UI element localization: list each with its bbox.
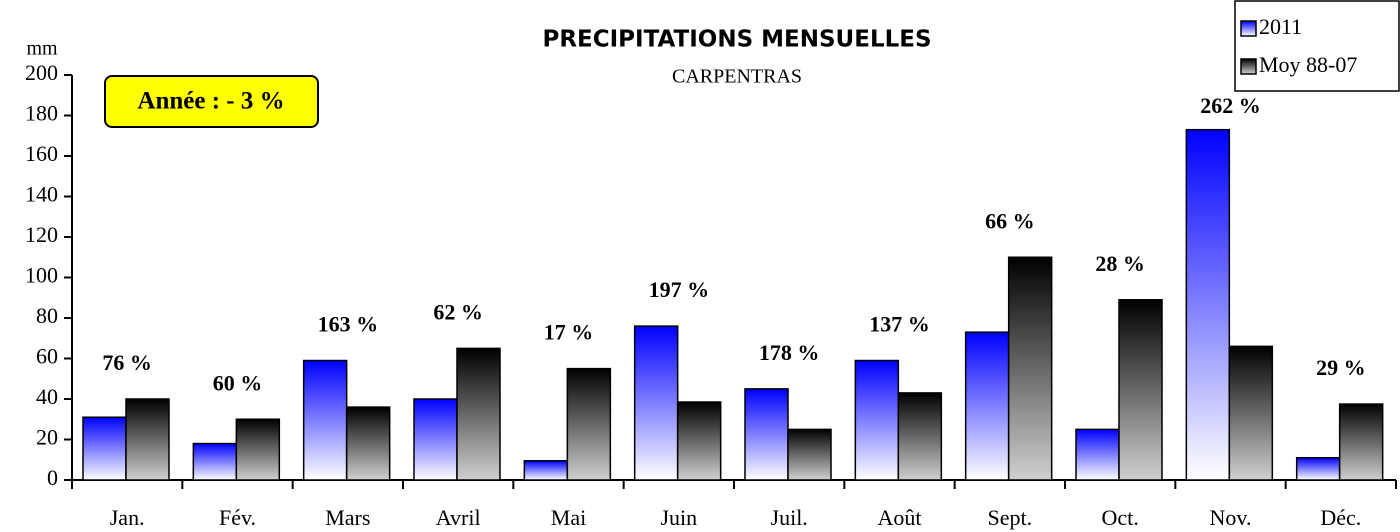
- bar: [302, 359, 348, 481]
- x-tick-label: Avril: [436, 505, 481, 530]
- y-tick-label: 140: [25, 182, 58, 207]
- bar: [964, 331, 1010, 481]
- bar: [345, 406, 391, 481]
- y-tick-label: 180: [25, 101, 58, 126]
- legend-label: Moy 88-07: [1259, 52, 1357, 77]
- percent-label: 62 %: [433, 299, 483, 324]
- percent-label: 262 %: [1200, 93, 1261, 118]
- chart-title: PRECIPITATIONS MENSUELLES: [542, 27, 931, 53]
- x-tick-label: Juil.: [771, 505, 808, 530]
- bar: [1228, 345, 1274, 481]
- legend-swatch: [1240, 20, 1257, 37]
- percent-label: 28 %: [1095, 251, 1145, 276]
- bar: [82, 416, 127, 481]
- x-tick-label: Juin: [660, 505, 697, 530]
- percent-label: 29 %: [1316, 355, 1366, 380]
- bar: [456, 347, 501, 481]
- bar: [633, 325, 679, 481]
- percent-label: 178 %: [759, 340, 820, 365]
- bar: [854, 359, 900, 481]
- percent-label: 60 %: [213, 370, 263, 395]
- y-tick-label: 40: [36, 384, 58, 409]
- bar: [897, 392, 943, 481]
- annotation-box: [104, 75, 319, 128]
- y-tick-label: 200: [25, 60, 58, 85]
- percent-label: 17 %: [544, 320, 594, 345]
- y-tick-label: 0: [47, 465, 58, 490]
- bar: [676, 401, 722, 481]
- chart-subtitle: CARPENTRAS: [672, 66, 802, 88]
- legend-swatch: [1240, 58, 1257, 75]
- bar: [787, 428, 832, 481]
- x-tick-label: Mai: [551, 505, 586, 530]
- bar: [413, 398, 458, 481]
- x-tick-label: Août: [878, 505, 922, 530]
- x-tick-label: Sept.: [988, 505, 1033, 530]
- y-tick-label: 80: [36, 303, 58, 328]
- bar: [125, 398, 170, 481]
- y-tick-label: 20: [36, 425, 58, 450]
- bar: [523, 460, 569, 481]
- y-tick-label: 120: [25, 222, 58, 247]
- y-tick-label: 160: [25, 141, 58, 166]
- bar: [1075, 428, 1120, 481]
- x-tick-label: Nov.: [1210, 505, 1252, 530]
- y-unit: mm: [26, 38, 58, 60]
- bar: [235, 418, 281, 481]
- x-tick-label: Fév.: [219, 505, 256, 530]
- x-tick-label: Déc.: [1320, 505, 1361, 530]
- legend-label: 2011: [1259, 14, 1302, 39]
- y-tick-label: 100: [25, 263, 58, 288]
- legend-box: [1234, 0, 1400, 92]
- bar: [1295, 456, 1341, 481]
- bar: [1007, 256, 1053, 481]
- percent-label: 163 %: [318, 312, 379, 337]
- percent-label: 66 %: [985, 208, 1035, 233]
- annotation: Année : - 3 %: [137, 88, 284, 115]
- bar: [192, 442, 238, 481]
- x-tick-label: Oct.: [1102, 505, 1139, 530]
- bar: [566, 367, 612, 481]
- bar: [1338, 403, 1384, 481]
- bar: [1185, 128, 1231, 481]
- percent-label: 197 %: [649, 277, 710, 302]
- bar: [744, 388, 789, 481]
- percent-label: 76 %: [102, 350, 152, 375]
- x-tick-label: Jan.: [110, 505, 145, 530]
- percent-label: 137 %: [869, 312, 930, 337]
- y-tick-label: 60: [36, 344, 58, 369]
- bar: [1118, 299, 1163, 481]
- x-tick-label: Mars: [325, 505, 370, 530]
